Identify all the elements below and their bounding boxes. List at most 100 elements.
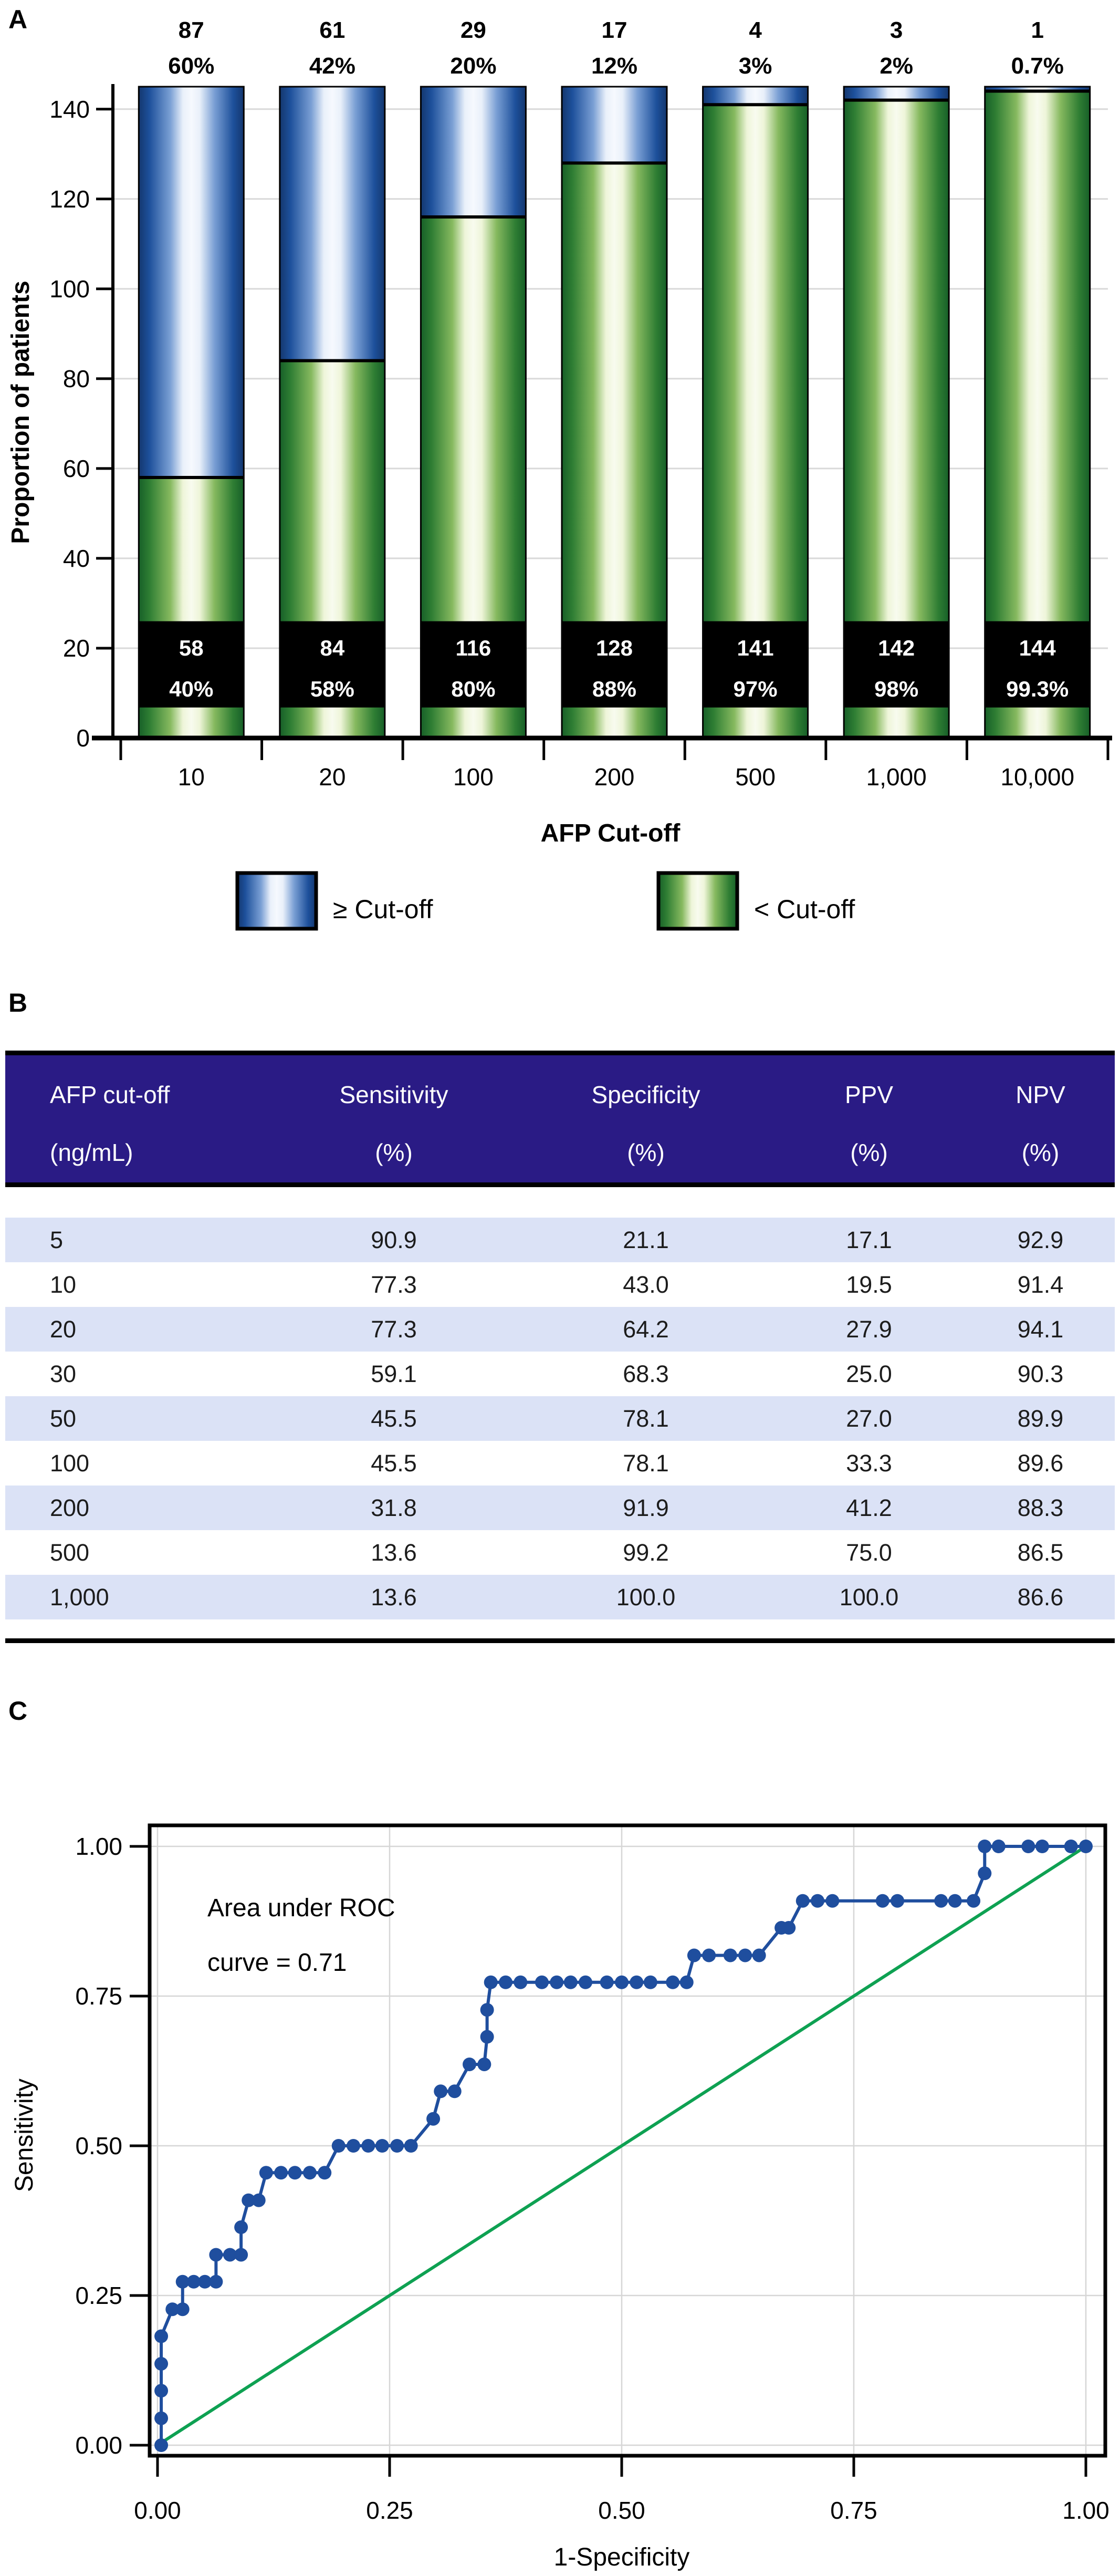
roc-data-point — [288, 2166, 302, 2180]
column-header: NPV (%) — [1016, 1081, 1065, 1166]
roc-annotation-line1: Area under ROC — [207, 1894, 395, 1922]
roc-data-point — [361, 2139, 375, 2153]
bar-label-box — [562, 621, 667, 708]
above-bar-pct: 60% — [168, 53, 214, 79]
legend-item-above-cutoff: ≥ Cut-off — [235, 871, 433, 931]
bar-segment-above-cutoff — [985, 87, 1090, 91]
bar-pct-label: 40% — [169, 677, 213, 701]
roc-data-point — [175, 2274, 190, 2289]
roc-data-point — [463, 2057, 477, 2071]
table-cell: 25.0 — [846, 1360, 892, 1387]
bar-segment-above-cutoff — [562, 87, 667, 163]
roc-data-point — [948, 1894, 962, 1908]
bar-count-label: 142 — [878, 636, 915, 660]
bar-pct-label: 98% — [874, 677, 918, 701]
bar-pct-label: 97% — [734, 677, 778, 701]
stacked-bar: 144 99.3% 1 0.7% — [984, 17, 1091, 739]
table-cell: 89.9 — [1017, 1405, 1064, 1432]
roc-y-tick-label: 0.00 — [75, 2432, 122, 2459]
table-body: 5 90.9 21.1 17.1 92.9 10 77.3 43.0 19.5 91.4 20 77.… — [5, 1218, 1115, 1619]
table-cell: 21.1 — [623, 1226, 669, 1253]
roc-y-tick-label: 0.25 — [75, 2282, 122, 2309]
roc-x-tick-label: 0.25 — [366, 2497, 413, 2524]
stacked-bar: 84 58% 61 42% — [279, 17, 386, 739]
bar-count-label: 144 — [1019, 636, 1056, 660]
table-cell: 41.2 — [846, 1494, 892, 1521]
table-cell: 19.5 — [846, 1271, 892, 1298]
table-cell: 13.6 — [371, 1539, 417, 1566]
roc-y-tick-label: 1.00 — [75, 1833, 122, 1860]
bar-chart: 5840%8760%108458%6142%2011680%2920%10012… — [7, 17, 1112, 931]
roc-data-point — [175, 2302, 190, 2317]
legend-swatch — [656, 871, 739, 931]
roc-data-point — [480, 2003, 494, 2017]
roc-data-point — [967, 1894, 981, 1908]
roc-data-point — [484, 1975, 498, 1989]
table-cell: 89.6 — [1017, 1449, 1064, 1477]
roc-data-point — [154, 2356, 169, 2371]
roc-data-point — [154, 2438, 169, 2452]
bar-segment-above-cutoff — [139, 87, 244, 477]
panel-c-label: C — [8, 1696, 28, 1726]
roc-data-point — [154, 2411, 169, 2425]
x-tick-label: 500 — [735, 763, 776, 791]
roc-data-point — [643, 1975, 657, 1989]
roc-data-point — [782, 1921, 796, 1935]
roc-curve-line — [160, 1845, 1086, 2445]
roc-data-point — [186, 2274, 201, 2289]
roc-data-point — [375, 2139, 389, 2153]
bar-count-label: 128 — [596, 636, 633, 660]
table-bottom-rule — [5, 1638, 1115, 1643]
roc-data-point — [447, 2084, 462, 2099]
bar-segment-above-cutoff — [844, 87, 949, 100]
roc-data-point — [404, 2139, 418, 2153]
table-top-rule — [5, 1051, 1115, 1055]
table-cell: 43.0 — [623, 1271, 669, 1298]
x-tick-label: 1,000 — [866, 763, 927, 791]
roc-data-point — [991, 1840, 1006, 1853]
table-cell: 86.5 — [1017, 1539, 1064, 1566]
table-cell: 75.0 — [846, 1539, 892, 1566]
roc-data-point — [702, 1948, 716, 1962]
bar-segment-above-cutoff — [279, 87, 385, 361]
y-tick-label: 20 — [63, 635, 90, 662]
table-cell: 64.2 — [623, 1315, 669, 1343]
bar-segment-above-cutoff — [421, 87, 526, 217]
roc-data-point — [978, 1866, 992, 1881]
bar-segment-above-cutoff — [703, 87, 808, 105]
roc-data-point — [875, 1894, 889, 1908]
table-cell: 45.5 — [371, 1449, 417, 1477]
legend-item-below-cutoff: < Cut-off — [656, 871, 855, 931]
bar-count-label: 141 — [737, 636, 774, 660]
table-cell: 78.1 — [623, 1449, 669, 1477]
above-bar-pct: 12% — [591, 53, 637, 79]
bar-label-box — [421, 621, 526, 708]
roc-annotation-line2: curve = 0.71 — [207, 1949, 347, 1977]
roc-data-point — [274, 2166, 288, 2180]
above-bar-count: 4 — [749, 17, 762, 43]
roc-y-labels: 0.00 0.25 0.50 0.75 1.00 — [75, 1833, 122, 2459]
table-cell: 1,000 — [50, 1583, 109, 1611]
above-bar-count: 1 — [1031, 17, 1043, 43]
roc-data-point — [198, 2274, 212, 2289]
roc-x-axis-title: 1-Specificity — [554, 2543, 690, 2571]
roc-data-point — [978, 1840, 992, 1853]
x-tick-label: 10,000 — [1000, 763, 1074, 791]
y-tick-label: 40 — [63, 545, 90, 572]
roc-data-point — [723, 1948, 737, 1962]
table-cell: 31.8 — [371, 1494, 417, 1521]
table-cell: 30 — [50, 1360, 77, 1387]
column-header: AFP cut-off (ng/mL) — [50, 1081, 170, 1166]
table-cell: 78.1 — [623, 1405, 669, 1432]
x-tick-label: 200 — [594, 763, 635, 791]
legend: ≥ Cut-off < Cut-off — [235, 871, 855, 931]
x-axis-title: AFP Cut-off — [541, 819, 681, 847]
y-tick-label: 120 — [49, 185, 90, 213]
above-bar-count: 3 — [890, 17, 903, 43]
bar-label-box — [844, 621, 949, 708]
table-cell: 86.6 — [1017, 1583, 1064, 1611]
roc-x-tick-label: 1.00 — [1062, 2497, 1109, 2524]
bar-pct-label: 99.3% — [1006, 677, 1069, 701]
